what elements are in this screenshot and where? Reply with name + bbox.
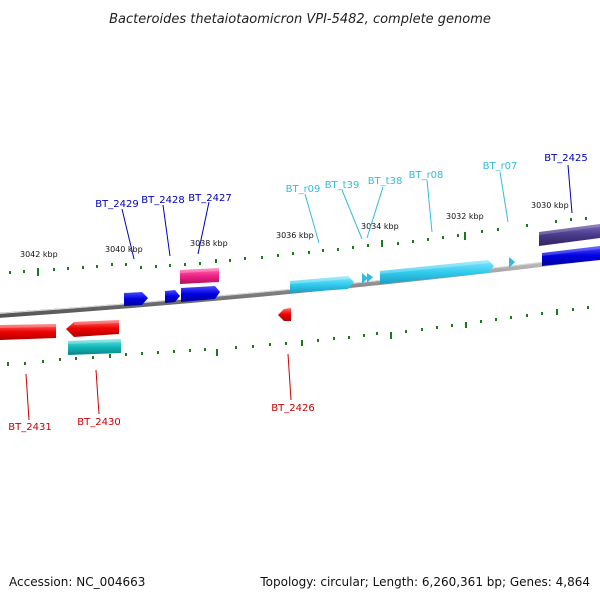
- gene-label-bt2428[interactable]: BT_2428: [141, 195, 184, 206]
- gene-label-bt2426[interactable]: BT_2426: [271, 403, 314, 414]
- scale-label-3032: 3032 kbp: [446, 212, 484, 221]
- scale-label-3038: 3038 kbp: [190, 239, 228, 248]
- gene-feature-bt2427-pink[interactable]: [180, 268, 219, 284]
- gene-label-bt2429[interactable]: BT_2429: [95, 199, 138, 210]
- scale-label-3042: 3042 kbp: [20, 250, 58, 259]
- lower-scale-ticks: [7, 306, 589, 366]
- gene-feature-bt2425-blue[interactable]: [542, 246, 600, 266]
- upper-scale-ticks: [9, 217, 587, 276]
- gene-label-bt2425[interactable]: BT_2425: [544, 153, 587, 164]
- gene-label-btt38[interactable]: BT_t38: [368, 176, 403, 187]
- gene-feature-bt2431[interactable]: [0, 324, 56, 340]
- gene-label-bt2431[interactable]: BT_2431: [8, 422, 51, 433]
- accession-text: Accession: NC_004663: [9, 575, 145, 589]
- gene-feature-bt2430-red[interactable]: [66, 320, 119, 337]
- scale-label-3034: 3034 kbp: [361, 222, 399, 231]
- gene-feature-btr07[interactable]: [509, 257, 515, 268]
- label-leader-lines: [25, 164, 573, 421]
- topology-text: Topology: circular; Length: 6,260,361 bp…: [259, 575, 590, 589]
- gene-feature-bt2426[interactable]: [278, 308, 291, 321]
- gene-feature-bt2427-blue[interactable]: [181, 286, 220, 302]
- gene-feature-btt39[interactable]: [362, 273, 368, 284]
- gene-feature-bt2429[interactable]: [124, 292, 148, 306]
- gene-label-bt2427[interactable]: BT_2427: [188, 193, 231, 204]
- gene-label-btr08[interactable]: BT_r08: [409, 170, 444, 181]
- gene-feature-bt2425-purple[interactable]: [539, 224, 600, 246]
- gene-feature-bt2428[interactable]: [165, 290, 180, 303]
- map-title: Bacteroides thetaiotaomicron VPI-5482, c…: [109, 12, 491, 27]
- gene-label-btt39[interactable]: BT_t39: [325, 180, 360, 191]
- scale-label-3036: 3036 kbp: [276, 231, 314, 240]
- gene-feature-btt38[interactable]: [367, 273, 373, 283]
- gene-feature-btr09[interactable]: [290, 276, 354, 293]
- scale-label-3040: 3040 kbp: [105, 245, 143, 254]
- gene-feature-bt2430-teal[interactable]: [68, 339, 121, 355]
- gene-label-bt2430[interactable]: BT_2430: [77, 417, 120, 428]
- scale-label-3030: 3030 kbp: [531, 201, 569, 210]
- gene-label-btr09[interactable]: BT_r09: [286, 184, 321, 195]
- gene-label-btr07[interactable]: BT_r07: [483, 161, 518, 172]
- gene-feature-btr08[interactable]: [380, 260, 494, 284]
